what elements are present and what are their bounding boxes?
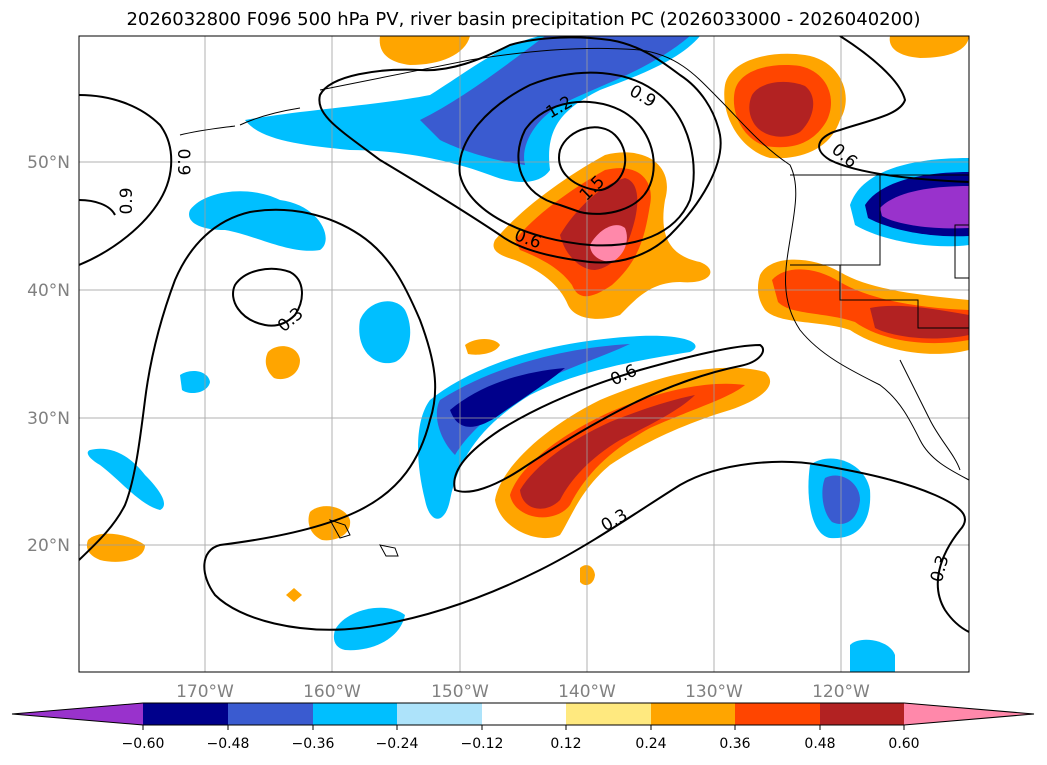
pv-contour-0.3-b: [79, 208, 969, 633]
negative-patch-5: [87, 448, 165, 510]
positive-anomaly-northeast-core: [749, 81, 814, 137]
colorbar: −0.60 −0.48 −0.36 −0.24 −0.12 0.12 0.24 …: [11, 702, 1035, 752]
colorbar-left-extension: [12, 703, 143, 725]
contour-label: 0.9: [117, 187, 137, 214]
negative-anomaly-north-core: [420, 36, 690, 165]
colorbar-segment: [143, 703, 228, 725]
positive-patch-5: [379, 36, 470, 65]
colorbar-tick-label: 0.36: [719, 736, 750, 752]
colorbar-segment: [651, 703, 735, 725]
pv-contour-0.9-c: [79, 199, 116, 216]
lon-label-140w: 140°W: [558, 682, 616, 702]
colorbar-tick-label: −0.60: [122, 736, 165, 752]
colorbar-segment: [820, 703, 904, 725]
negative-anomaly-central-core: [450, 368, 565, 427]
colorbar-segment: [228, 703, 313, 725]
negative-patch-7: [180, 370, 210, 394]
colorbar-tick-label: −0.24: [376, 736, 419, 752]
positive-patch-3: [86, 533, 145, 562]
colorbar-segment: [313, 703, 397, 725]
colorbar-tick-label: 0.12: [550, 736, 581, 752]
latitude-labels: 50°N 40°N 30°N 20°N: [27, 153, 70, 556]
lon-label-170w: 170°W: [176, 682, 234, 702]
pv-contour-0.3-a: [232, 267, 303, 327]
positive-anomaly-south-core: [520, 395, 695, 509]
lat-label-30n: 30°N: [27, 409, 70, 429]
colorbar-tick-label: −0.36: [292, 736, 335, 752]
colorbar-tick-labels: −0.60 −0.48 −0.36 −0.24 −0.12 0.12 0.24 …: [122, 736, 920, 752]
positive-patch-4: [465, 339, 500, 355]
map-frame: [78, 35, 970, 673]
positive-patch-1: [265, 346, 300, 380]
contour-label: 0.9: [173, 148, 193, 175]
pv-contour-0.6-a: [318, 36, 722, 264]
colorbar-segment: [397, 703, 482, 725]
negative-patch-2: [359, 301, 411, 364]
positive-anomaly-central-peak: [590, 225, 627, 262]
map-area: 1.2 0.9 1.5 0.6 0.9 0.9 0.3 0.6 0.3 0.6 …: [79, 36, 969, 672]
lat-label-20n: 20°N: [27, 536, 70, 556]
coastlines: [179, 47, 969, 557]
pv-contour-1.2: [517, 100, 655, 215]
positive-patch-6: [889, 36, 969, 58]
lon-label-120w: 120°W: [812, 682, 870, 702]
colorbar-tick-label: −0.12: [461, 736, 504, 752]
colorbar-tick-label: 0.60: [888, 736, 919, 752]
longitude-labels: 170°W 160°W 150°W 140°W 130°W 120°W: [176, 682, 870, 702]
colorbar-tick-label: 0.24: [635, 736, 666, 752]
colorbar-tick-label: 0.48: [804, 736, 835, 752]
negative-patch-6: [850, 639, 895, 672]
colorbar-tick-label: −0.48: [207, 736, 250, 752]
colorbar-right-extension: [904, 703, 1034, 725]
lon-label-130w: 130°W: [685, 682, 743, 702]
pv-contours: [79, 36, 969, 633]
positive-anomaly-coast-core: [870, 305, 969, 339]
negative-patch-4: [333, 607, 405, 651]
lat-label-50n: 50°N: [27, 153, 70, 173]
pv-contour-1.5: [558, 126, 627, 192]
negative-anomaly-northeast-core: [880, 186, 969, 229]
positive-patch-8: [286, 588, 302, 602]
pv-contour-0.9-a: [458, 71, 695, 247]
lat-label-40n: 40°N: [27, 281, 70, 301]
pv-contour-0.9-b: [79, 94, 173, 266]
lon-label-160w: 160°W: [303, 682, 361, 702]
colorbar-segment: [566, 703, 651, 725]
pv-contour-0.6-b: [818, 36, 969, 183]
pv-contour-0.6-c: [453, 343, 765, 493]
negative-patch-1: [189, 191, 326, 251]
colorbar-segment: [735, 703, 820, 725]
colorbar-segment: [482, 703, 566, 725]
lon-label-150w: 150°W: [431, 682, 489, 702]
figure-title: 2026032800 F096 500 hPa PV, river basin …: [126, 9, 921, 30]
